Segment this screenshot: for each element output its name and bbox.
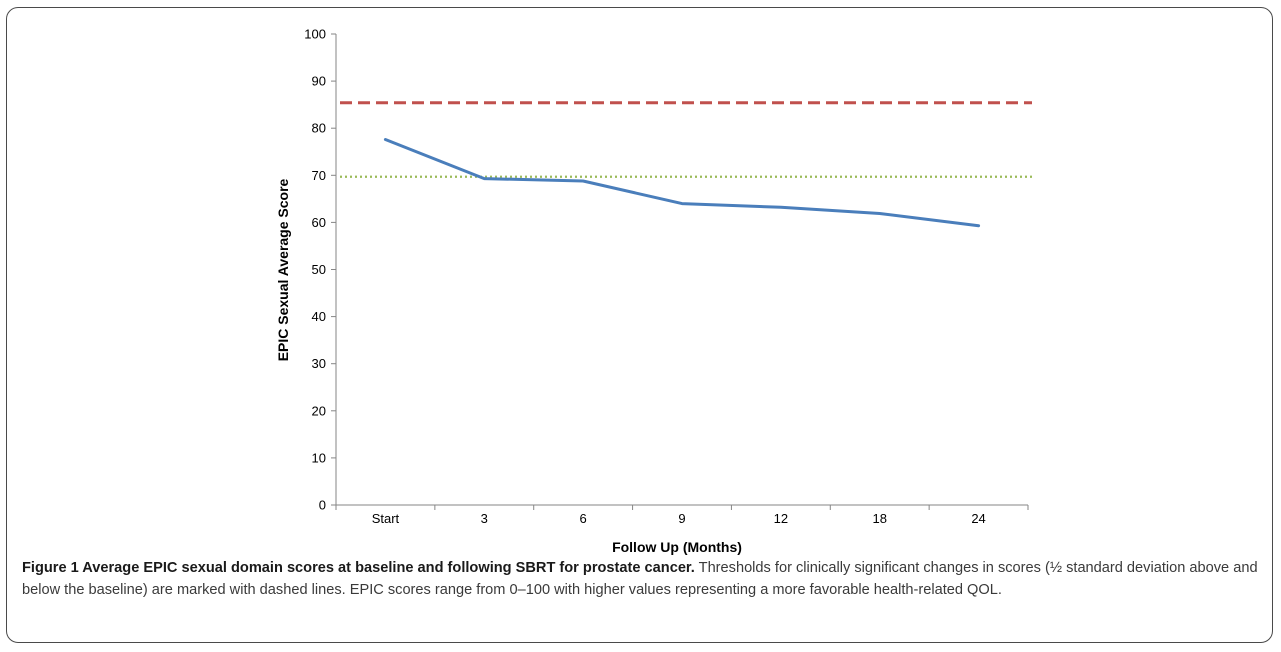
line-chart: 0 10 20 30 40 50 60 70 80 90 100 Start 3 6 9 12 18 24 Fo… [275,27,1032,555]
series-group [383,138,981,228]
x-tick-label: 18 [872,511,886,526]
y-tick-label: 60 [312,215,326,230]
series-line [383,138,981,228]
y-tick-label: 80 [312,121,326,136]
y-axis: 0 10 20 30 40 50 60 70 80 90 100 [304,27,337,513]
x-tick-label: 12 [774,511,788,526]
y-tick-label: 10 [312,450,326,465]
x-tick-label: 3 [481,511,488,526]
y-tick-label: 40 [312,309,326,324]
y-tick-label: 70 [312,168,326,183]
y-axis-title: EPIC Sexual Average Score [275,178,291,361]
figure-frame [6,7,1273,643]
caption-label: Figure 1 Average EPIC sexual domain scor… [22,560,695,576]
x-tick-label: 24 [971,511,985,526]
reference-lines [340,101,1032,178]
caption-text: Thresholds for clinically significant ch… [22,560,1258,598]
x-tick-label: 9 [678,511,685,526]
y-tick-label: 90 [312,74,326,89]
y-tick-label: 100 [304,27,326,42]
x-tick-label: 6 [580,511,587,526]
y-tick-label: 30 [312,356,326,371]
y-tick-label: 0 [319,498,326,513]
x-axis-title: Follow Up (Months) [612,539,742,555]
y-tick-label: 50 [312,262,326,277]
x-axis: Start 3 6 9 12 18 24 [335,504,1029,526]
figure-caption: Figure 1 Average EPIC sexual domain scor… [22,558,1262,601]
y-tick-label: 20 [312,403,326,418]
x-tick-label: Start [372,511,400,526]
